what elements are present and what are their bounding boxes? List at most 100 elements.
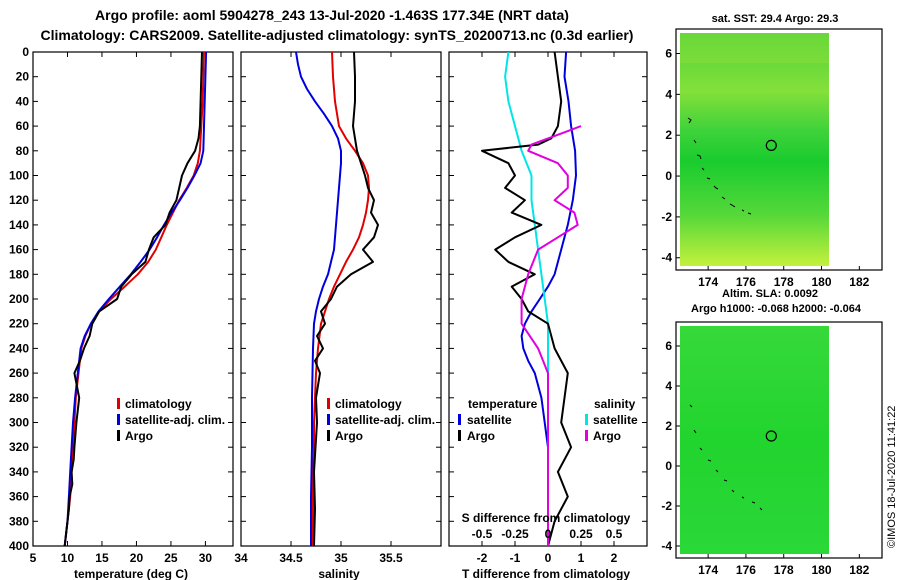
- map-xtick-label: 182: [849, 563, 869, 577]
- xtick-label: 15: [95, 551, 109, 565]
- map-xtick-label: 180: [812, 275, 832, 289]
- map-ytick-label: -2: [661, 499, 672, 513]
- s-diff-tick-label: 0.5: [606, 527, 623, 541]
- difference-legend-temperature: temperature satellite Argo: [458, 397, 538, 443]
- legend-swatch-s-satellite: [585, 414, 588, 425]
- xtick-label: 10: [61, 551, 75, 565]
- sst-map-panel: sat. SST: 29.4 Argo: 29.3 174 176 178 180 18…: [661, 13, 883, 289]
- difference-xlabel: T difference from climatology: [462, 567, 630, 580]
- legend-satellite: satellite-adj. clim.: [125, 413, 225, 427]
- map-ytick-label: -2: [661, 210, 672, 224]
- ytick-label: 20: [16, 70, 30, 84]
- s-difference-ticks: -0.5 -0.25 0 0.25 0.5: [472, 527, 623, 541]
- sla-map-frame: [675, 321, 883, 559]
- difference-series: [481, 52, 582, 546]
- s-diff-tick-label: 0.25: [569, 527, 593, 541]
- map-ytick-label: 0: [665, 169, 672, 183]
- temperature-panel: 5 10 15 20 25 3002040608010012014016018020022…: [9, 45, 234, 580]
- map-ytick-label: 2: [665, 128, 672, 142]
- xtick-label: 2: [611, 551, 618, 565]
- map-ytick-label: 4: [665, 87, 672, 101]
- map-xtick-label: 176: [736, 563, 756, 577]
- sst-field: [680, 33, 829, 266]
- ytick-label: 200: [9, 292, 29, 306]
- series-line-argo: [63, 52, 203, 546]
- ytick-label: 40: [16, 94, 30, 108]
- title-line-1: Argo profile: aoml 5904278_243 13-Jul-20…: [95, 7, 569, 23]
- ytick-label: 240: [9, 341, 29, 355]
- ytick-label: 0: [22, 45, 29, 59]
- ytick-label: 80: [16, 144, 30, 158]
- ytick-label: 340: [9, 465, 29, 479]
- sla-map-title-1: Altim. SLA: 0.0092: [722, 288, 818, 300]
- series-line-satellite-adj-clim-: [295, 52, 342, 546]
- xtick-label: -2: [477, 551, 488, 565]
- sst-map-frame: [675, 28, 883, 271]
- legend-t-satellite: satellite: [467, 413, 512, 427]
- legend-t-argo: Argo: [467, 429, 495, 443]
- difference-legend-salinity: salinity satellite Argo: [585, 397, 638, 443]
- sla-map-title-2: Argo h1000: -0.068 h2000: -0.064: [691, 303, 862, 315]
- ytick-label: 160: [9, 243, 29, 257]
- ytick-label: 120: [9, 193, 29, 207]
- map-ytick-label: 6: [665, 47, 672, 61]
- xtick-label: 20: [130, 551, 144, 565]
- legend-climatology: climatology: [335, 397, 402, 411]
- salinity-panel: 34 34.5 35 35.5 salinity climatology satell…: [234, 51, 442, 580]
- legend-temperature-title: temperature: [468, 397, 538, 411]
- title-line-2: Climatology: CARS2009. Satellite-adjuste…: [41, 27, 634, 43]
- map-xtick-label: 176: [736, 275, 756, 289]
- sst-argo-marker: [765, 139, 777, 151]
- legend-swatch-argo: [117, 430, 120, 441]
- xtick-label: -1: [510, 551, 521, 565]
- sla-coastline: [689, 404, 763, 511]
- ytick-label: 140: [9, 218, 29, 232]
- map-ytick-label: 4: [665, 379, 672, 393]
- legend-swatch-satellite: [117, 414, 120, 425]
- salinity-ticks: 34 34.5 35 35.5: [234, 51, 441, 565]
- legend-swatch-s-argo: [585, 430, 588, 441]
- s-difference-label: S difference from climatology: [462, 511, 631, 525]
- ytick-label: 380: [9, 514, 29, 528]
- difference-ticks: -2 -1 0 1 2: [449, 51, 647, 565]
- map-ytick-label: -4: [661, 539, 672, 553]
- xtick-label: 30: [199, 551, 213, 565]
- xtick-label: 34.5: [279, 551, 303, 565]
- ytick-label: 260: [9, 366, 29, 380]
- legend-swatch-argo: [327, 430, 330, 441]
- map-xtick-label: 174: [698, 275, 718, 289]
- ytick-label: 180: [9, 267, 29, 281]
- legend-swatch-climatology: [327, 398, 330, 409]
- map-ytick-label: 2: [665, 419, 672, 433]
- sst-map-title: sat. SST: 29.4 Argo: 29.3: [712, 13, 839, 25]
- xtick-label: 25: [164, 551, 178, 565]
- ytick-label: 320: [9, 440, 29, 454]
- difference-panel: -2 -1 0 1 2 T difference from climatology S …: [448, 51, 648, 580]
- legend-s-satellite: satellite: [593, 413, 638, 427]
- legend-argo: Argo: [335, 429, 363, 443]
- xtick-label: 35: [334, 551, 348, 565]
- series-line-climatology: [312, 52, 370, 546]
- series-line-climatology: [63, 52, 205, 546]
- series-line-t-argo: [481, 52, 573, 546]
- salinity-legend: climatology satellite-adj. clim. Argo: [327, 397, 435, 443]
- ytick-label: 280: [9, 391, 29, 405]
- s-diff-tick-label: -0.25: [501, 527, 529, 541]
- temperature-series: [63, 52, 208, 546]
- series-line-s-satellite: [504, 52, 549, 546]
- ytick-label: 300: [9, 416, 29, 430]
- map-ytick-label: 6: [665, 339, 672, 353]
- legend-satellite: satellite-adj. clim.: [335, 413, 435, 427]
- legend-argo: Argo: [125, 429, 153, 443]
- legend-swatch-satellite: [327, 414, 330, 425]
- xtick-label: 5: [30, 551, 37, 565]
- legend-swatch-t-argo: [458, 430, 461, 441]
- map-xtick-label: 178: [774, 563, 794, 577]
- sst-patch: [680, 33, 829, 63]
- sla-field: [680, 326, 829, 554]
- legend-swatch-climatology: [117, 398, 120, 409]
- map-ytick-label: -4: [661, 251, 672, 265]
- sla-map-ticks: 174 176 178 180 182 6 4 2 0 -2 -4: [661, 339, 869, 577]
- sst-map-ticks: 174 176 178 180 182 6 4 2 0 -2 -4: [661, 47, 869, 289]
